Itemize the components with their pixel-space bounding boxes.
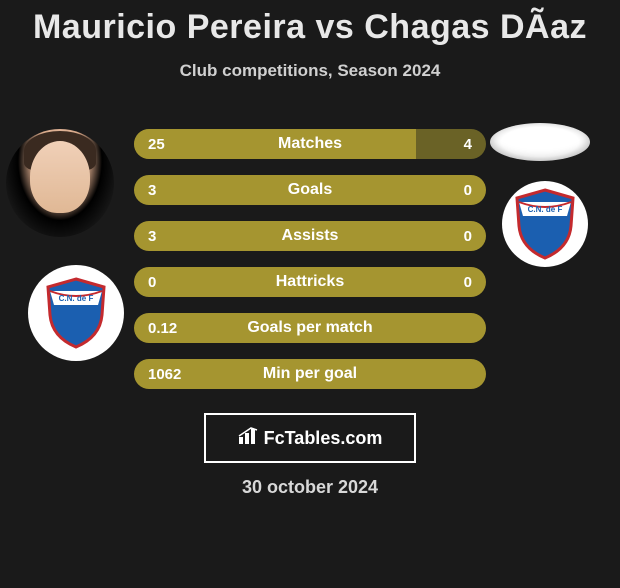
stat-label: Hattricks — [276, 273, 344, 291]
date-line: 30 october 2024 — [0, 477, 620, 498]
stat-right-value: 0 — [464, 182, 472, 199]
page-title: Mauricio Pereira vs Chagas DÃ­az — [0, 8, 620, 47]
stat-label: Goals — [288, 181, 332, 199]
stat-left-value: 3 — [148, 182, 156, 199]
stat-left-value: 1062 — [148, 366, 181, 383]
stat-row-matches: 25 Matches 4 — [134, 129, 486, 159]
stat-row-hattricks: 0 Hattricks 0 — [134, 267, 486, 297]
stat-label: Goals per match — [247, 319, 372, 337]
stat-right-value: 4 — [464, 136, 472, 153]
club-badge-left: C.N. de F — [28, 265, 124, 361]
stat-left-value: 3 — [148, 228, 156, 245]
stat-label: Matches — [278, 135, 342, 153]
player-left-avatar — [6, 129, 114, 237]
svg-text:C.N. de F: C.N. de F — [528, 205, 563, 214]
stat-left-value: 25 — [148, 136, 165, 153]
avatar-face-shape — [30, 141, 90, 213]
stat-left-value: 0 — [148, 274, 156, 291]
stat-bars: 25 Matches 4 3 Goals 0 3 Assists 0 0 Hat… — [134, 129, 486, 405]
shield-icon: C.N. de F — [44, 277, 108, 349]
brand-logo: FcTables.com — [238, 427, 383, 450]
subtitle: Club competitions, Season 2024 — [0, 61, 620, 81]
stat-row-goals: 3 Goals 0 — [134, 175, 486, 205]
stat-right-value: 0 — [464, 228, 472, 245]
stat-row-goals-per-match: 0.12 Goals per match — [134, 313, 486, 343]
svg-text:C.N. de F: C.N. de F — [59, 294, 94, 303]
stat-left-value: 0.12 — [148, 320, 177, 337]
comparison-panel: C.N. de F C.N. de F 25 Matches 4 3 Goals… — [0, 119, 620, 399]
player-right-avatar — [490, 123, 590, 161]
stat-fill — [134, 129, 416, 159]
club-badge-right: C.N. de F — [502, 181, 588, 267]
brand-text: FcTables.com — [264, 428, 383, 449]
stat-label: Min per goal — [263, 365, 357, 383]
stat-label: Assists — [282, 227, 339, 245]
stat-right-value: 0 — [464, 274, 472, 291]
stat-row-assists: 3 Assists 0 — [134, 221, 486, 251]
bar-chart-icon — [238, 427, 260, 450]
shield-icon: C.N. de F — [513, 188, 577, 260]
stat-row-min-per-goal: 1062 Min per goal — [134, 359, 486, 389]
footer-brand-box: FcTables.com — [204, 413, 416, 463]
